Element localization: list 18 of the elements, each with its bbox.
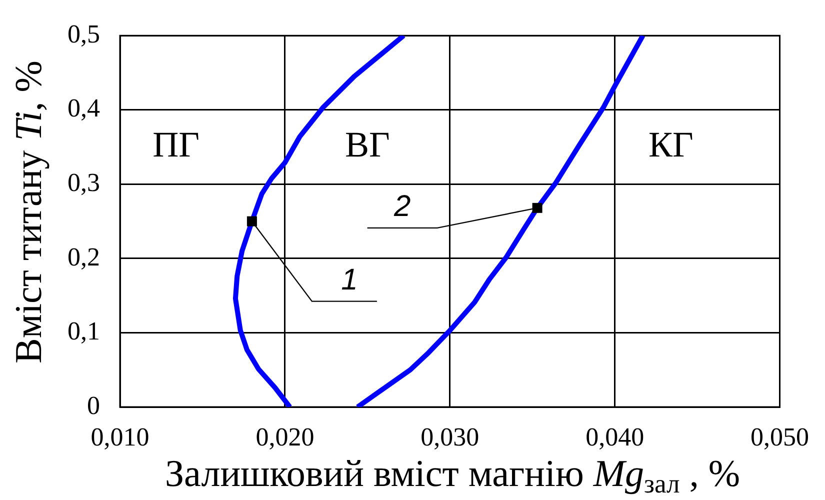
y-tick-label: 0 — [87, 390, 100, 420]
x-tick-label: 0,040 — [586, 422, 644, 452]
y-axis-title: Вміст титану Ti, % — [8, 60, 50, 364]
y-tick-label: 0,4 — [68, 94, 100, 123]
annotation: 1 — [341, 263, 358, 296]
x-axis-title: Залишковий вміст магнію Mg$_{зал}$ , % — [165, 453, 740, 499]
y-tick-label: 0,1 — [68, 316, 100, 346]
x-tick-label: 0,050 — [750, 422, 809, 452]
y-tick-label: 0,5 — [68, 19, 100, 48]
y-tick-label: 0,2 — [68, 242, 100, 272]
x-tick-label: 0,020 — [256, 422, 314, 452]
x-tick-label: 0,010 — [90, 422, 150, 452]
annotation: ВГ — [344, 124, 390, 164]
annotation: ПГ — [152, 124, 200, 164]
annotation: 2 — [392, 190, 411, 223]
y-tick-label: 0,3 — [68, 168, 100, 197]
annotation: КГ — [648, 124, 694, 164]
x-tick-label: 0,030 — [420, 422, 480, 452]
